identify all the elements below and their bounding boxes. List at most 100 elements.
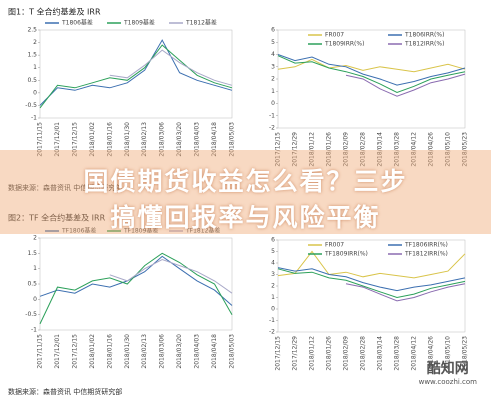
y-tick-label: 3 [271,63,275,70]
figure-caption: 图1：T 全合约基差及 IRR [8,7,101,17]
legend-label: FR007 [325,32,344,39]
legend-label: T1806基差 [61,19,93,27]
y-tick-label: 1 [33,64,37,71]
y-tick-label: 6 [271,27,275,34]
x-tick-label: 2018/03/06 [159,334,166,369]
y-tick-label: 1 [271,88,275,95]
line-series [277,54,466,86]
x-tick-label: 2018/04/12 [411,336,418,371]
y-tick-label: 0 [33,89,37,96]
y-tick-label: 0 [33,296,37,303]
legend-label: T1812基差 [185,19,217,27]
x-tick-label: 2018/05/10 [445,132,452,167]
y-tick-label: -2 [269,125,275,132]
figure-source: 数据来源：森普资讯 中信期货研究部 [8,387,122,396]
x-tick-label: 2018/05/23 [462,336,469,371]
x-tick-label: 2018/01/26 [326,132,333,167]
x-tick-label: 2018/02/28 [360,336,367,371]
watermark: 酷知网 www.coozhi.com [419,358,477,386]
y-tick-label: 4 [271,51,275,58]
x-tick-label: 2018/01/26 [326,336,333,371]
x-tick-label: 2018/05/03 [229,334,236,369]
y-tick-label: -2 [269,329,275,336]
figure-caption: 图2：TF 全合约基差及 IRR [8,213,106,223]
line-series [109,258,233,294]
line-series [277,58,466,73]
x-tick-label: 2018/02/09 [343,336,350,371]
x-tick-label: 2018/04/03 [194,122,201,157]
y-tick-label: 0 [271,100,275,107]
y-tick-label: 0 [271,306,275,313]
y-tick-label: 5 [271,39,275,46]
x-tick-label: 2018/01/12 [309,336,316,371]
y-tick-label: -1 [31,327,37,334]
legend-label: T1806IRR(%) [404,32,444,39]
y-tick-label: 1 [271,294,275,301]
x-tick-label: 2018/02/13 [141,122,148,157]
x-tick-label: 2018/01/12 [309,132,316,167]
x-tick-label: 2018/03/28 [394,132,401,167]
x-tick-label: 2018/05/10 [445,336,452,371]
y-tick-label: 2 [271,283,275,290]
x-tick-label: 2018/01/16 [106,122,113,157]
x-tick-label: 2017/12/15 [275,336,282,371]
x-tick-label: 2018/04/03 [194,334,201,369]
y-tick-label: -1 [269,317,275,324]
x-tick-label: 2017/11/15 [37,334,44,369]
x-tick-label: 2018/05/03 [229,122,236,157]
y-tick-label: 2 [271,76,275,83]
x-tick-label: 2017/12/15 [275,132,282,167]
y-tick-label: 0.5 [27,281,37,288]
legend-label: T1812IRR(%) [404,41,444,48]
y-tick-label: 0.5 [27,77,37,84]
y-tick-label: -0.5 [25,311,37,318]
x-tick-label: 2017/12/15 [71,334,78,369]
legend-label: TF1809基差 [123,227,158,235]
x-tick-label: 2018/04/26 [428,132,435,167]
x-tick-label: 2018/03/14 [377,132,384,167]
y-tick-label: -0.5 [25,102,37,109]
y-tick-label: 1.5 [27,52,37,59]
line-series [277,250,466,279]
x-tick-label: 2018/04/12 [411,132,418,167]
x-tick-label: 2018/03/06 [159,122,166,157]
legend-label: TF1806基差 [61,227,96,235]
line-series [277,267,466,292]
y-tick-label: 5 [271,248,275,255]
line-series [39,44,233,109]
x-tick-label: 2018/01/30 [124,334,131,369]
x-tick-label: 2017/12/29 [292,132,299,167]
x-tick-label: 2017/12/15 [71,122,78,157]
x-tick-label: 2017/12/29 [292,336,299,371]
figure-source: 数据来源：森普资讯 中信期货研究部 [8,183,122,192]
x-tick-label: 2018/01/02 [89,122,96,157]
line-series [277,55,466,94]
x-tick-label: 2018/01/16 [106,334,113,369]
line-series [39,39,233,106]
y-tick-label: 1.5 [27,250,37,257]
plot-frame [39,29,233,119]
legend-label: T1809IRR(%) [324,41,364,48]
line-series [109,49,233,86]
x-tick-label: 2018/01/02 [89,334,96,369]
x-tick-label: 2018/04/18 [211,122,218,157]
y-tick-label: -1 [269,112,275,119]
line-series [277,268,466,299]
x-tick-label: 2018/04/26 [428,336,435,371]
banner-title: 国债期货收益怎么看？三步 [83,167,408,196]
x-tick-label: 2017/12/01 [54,122,61,157]
legend-label: TF1812基差 [185,227,220,235]
x-tick-label: 2018/03/14 [377,336,384,371]
x-tick-label: 2018/01/30 [124,122,131,157]
line-series [39,252,233,325]
y-tick-label: 2.5 [27,27,37,34]
legend-label: T1809基差 [123,19,155,27]
legend-label: TF1809IRR(%) [324,251,368,258]
x-tick-label: 2017/11/15 [37,122,44,157]
y-tick-label: 1 [33,265,37,272]
y-tick-label: 4 [271,260,275,267]
watermark-name: 酷知网 [426,361,469,377]
x-tick-label: 2018/02/13 [141,334,148,369]
